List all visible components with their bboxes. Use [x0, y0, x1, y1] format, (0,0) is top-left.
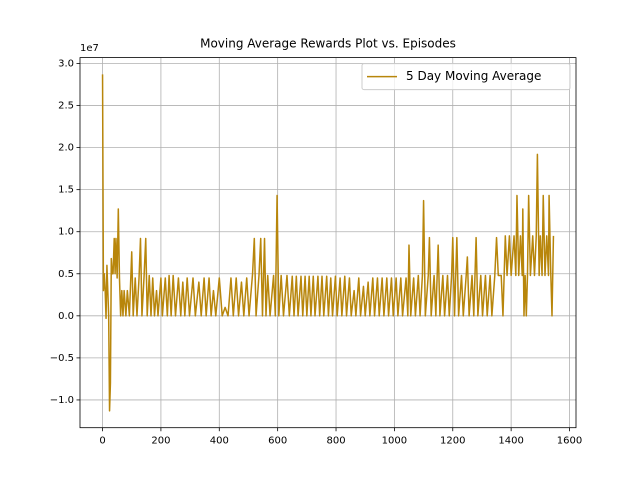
x-tick-label: 1600	[557, 436, 582, 447]
x-tick-label: 400	[210, 436, 229, 447]
y-offset-label: 1e7	[80, 43, 99, 54]
y-tick-label: −1.0	[50, 395, 74, 406]
x-tick-label: 1000	[382, 436, 407, 447]
y-tick-label: −0.5	[50, 353, 74, 364]
x-tick-label: 1400	[498, 436, 523, 447]
y-tick-label: 1.5	[58, 185, 74, 196]
legend-box	[361, 63, 571, 91]
chart-title: Moving Average Rewards Plot vs. Episodes	[200, 37, 456, 51]
x-tick-label: 800	[326, 436, 345, 447]
legend-label: 5 Day Moving Average	[406, 69, 541, 83]
plot-frame	[79, 57, 577, 429]
y-tick-label: 2.5	[58, 101, 74, 112]
line	[101, 74, 555, 412]
x-tick-label: 1200	[440, 436, 465, 447]
y-tick-label: 3.0	[58, 58, 74, 69]
y-tick-label: 0.5	[58, 269, 74, 280]
y-tick-label: 0.0	[58, 311, 74, 322]
legend: 5 Day Moving Average	[361, 63, 571, 91]
y-tick-label: 2.0	[58, 143, 74, 154]
x-tick-label: 600	[268, 436, 287, 447]
y-tick-label: 1.0	[58, 227, 74, 238]
x-tick-label: 200	[151, 436, 170, 447]
x-tick-label: 0	[99, 436, 105, 447]
